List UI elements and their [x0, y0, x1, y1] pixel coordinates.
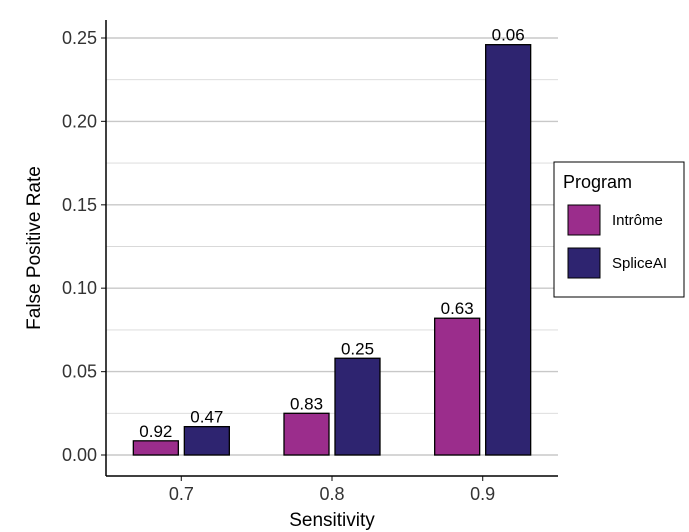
y-axis-ticks: 0.00 0.05 0.10 0.15 0.20 0.25 — [62, 28, 106, 465]
data-labels: 0.92 0.47 0.83 0.25 0.63 0.06 — [139, 26, 524, 441]
y-tick-label: 0.20 — [62, 111, 97, 131]
bar-data-label: 0.25 — [341, 339, 374, 358]
bar-intrôme-0.9 — [434, 317, 481, 456]
y-tick-label: 0.15 — [62, 195, 97, 215]
bar-intrôme-0.7 — [132, 440, 179, 456]
bar-spliceai-0.8 — [334, 357, 381, 456]
y-axis-title: False Positive Rate — [24, 166, 45, 330]
bars — [132, 44, 532, 456]
bar-intrôme-0.8 — [283, 412, 330, 456]
y-tick-label: 0.05 — [62, 362, 97, 382]
legend-items: Intrôme SpliceAI — [567, 204, 667, 279]
x-tick-label: 0.9 — [470, 484, 495, 504]
bar-data-label: 0.47 — [190, 408, 223, 427]
legend-title: Program — [563, 172, 632, 192]
gridlines — [106, 37, 558, 456]
y-tick-label: 0.25 — [62, 28, 97, 48]
legend-swatch-intrôme — [567, 204, 601, 236]
y-tick-label: 0.10 — [62, 278, 97, 298]
x-axis-title: Sensitivity — [289, 510, 375, 531]
y-tick-label: 0.00 — [62, 445, 97, 465]
bar-data-label: 0.83 — [290, 394, 323, 413]
bar-spliceai-0.9 — [485, 44, 532, 456]
legend-label-spliceai: SpliceAI — [612, 255, 667, 272]
x-tick-label: 0.7 — [169, 484, 194, 504]
bar-data-label: 0.92 — [139, 422, 172, 441]
bar-data-label: 0.63 — [441, 299, 474, 318]
bar-spliceai-0.7 — [183, 425, 230, 456]
legend-label-intrôme: Intrôme — [612, 212, 663, 229]
bar-data-label: 0.06 — [492, 26, 525, 45]
x-tick-label: 0.8 — [319, 484, 344, 504]
legend: Program Intrôme SpliceAI — [553, 161, 685, 298]
x-axis-ticks: 0.7 0.8 0.9 — [169, 476, 495, 504]
legend-swatch-spliceai — [567, 247, 601, 279]
